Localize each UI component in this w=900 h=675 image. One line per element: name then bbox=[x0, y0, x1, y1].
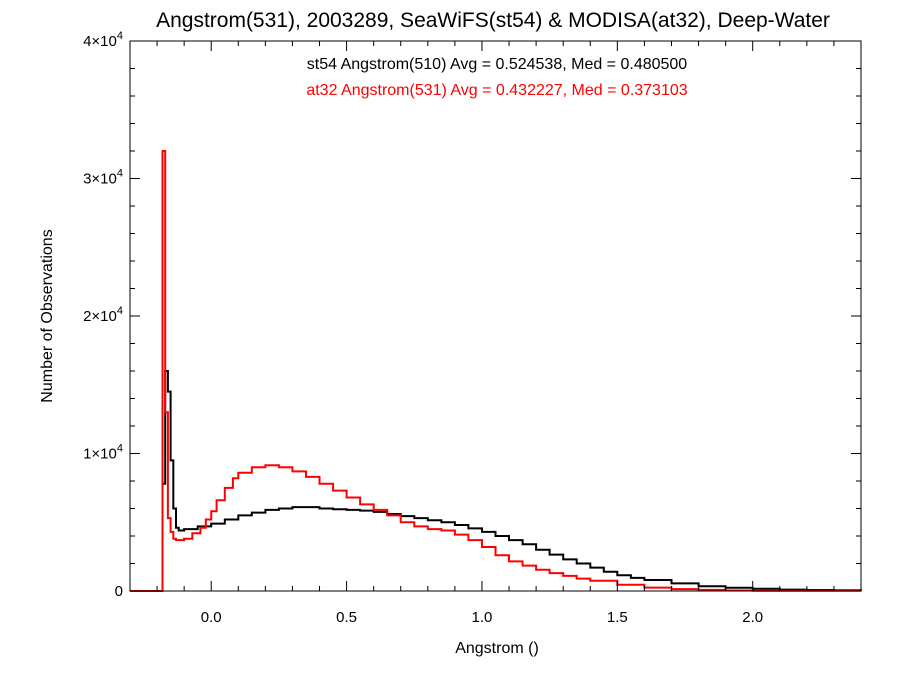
y-tick-label: 2×104 bbox=[83, 305, 123, 325]
annotation-at32-stats: at32 Angstrom(531) Avg = 0.432227, Med =… bbox=[306, 82, 687, 99]
x-tick-label: 0.5 bbox=[336, 609, 357, 626]
series-layer bbox=[130, 150, 862, 592]
y-tick-exponent: 4 bbox=[117, 305, 123, 317]
y-tick-exponent: 4 bbox=[117, 30, 123, 42]
y-axis-label: Number of Observations bbox=[39, 229, 56, 402]
chart-title: Angstrom(531), 2003289, SeaWiFS(st54) & … bbox=[156, 9, 830, 32]
x-tick-label: 1.5 bbox=[607, 609, 628, 626]
x-tick-label: 1.0 bbox=[472, 609, 493, 626]
series-line-1 bbox=[130, 150, 862, 592]
x-tick-label: 0.0 bbox=[201, 609, 222, 626]
x-axis-label: Angstrom () bbox=[455, 640, 539, 657]
plot-frame bbox=[129, 40, 862, 592]
series-line-0 bbox=[130, 370, 862, 592]
ticks-layer: 0.0 0.5 1.0 1.5 2.0 0 1×104 2×104 3×104 4×104 bbox=[83, 30, 862, 626]
y-tick-label: 4×104 bbox=[83, 30, 123, 50]
y-tick-label: 3×104 bbox=[83, 168, 123, 188]
y-tick-label: 1×104 bbox=[83, 443, 123, 463]
annotation-st54-stats: st54 Angstrom(510) Avg = 0.524538, Med =… bbox=[307, 56, 688, 73]
y-tick-label: 0 bbox=[115, 583, 123, 600]
y-tick-exponent: 4 bbox=[117, 168, 123, 180]
x-tick-label: 2.0 bbox=[742, 609, 763, 626]
y-tick-exponent: 4 bbox=[117, 443, 123, 455]
